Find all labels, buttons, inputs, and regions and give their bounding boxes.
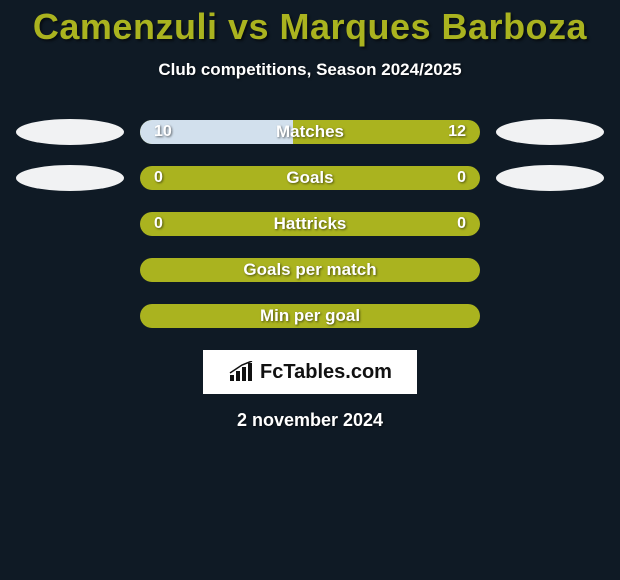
comparison-rows: 10 Matches 12 0 Goals 0 0 Hattricks 0: [0, 120, 620, 328]
oval-spacer: [496, 211, 604, 237]
right-value: 0: [442, 215, 466, 233]
stat-label: Hattricks: [140, 214, 480, 234]
stat-row: 10 Matches 12: [0, 120, 620, 144]
stat-bar: 0 Goals 0: [140, 166, 480, 190]
left-oval: [16, 119, 124, 145]
oval-spacer: [16, 303, 124, 329]
oval-spacer: [496, 303, 604, 329]
left-oval: [16, 165, 124, 191]
stat-row: Goals per match: [0, 258, 620, 282]
stat-row: Min per goal: [0, 304, 620, 328]
stat-bar: Goals per match: [140, 258, 480, 282]
page-title: Camenzuli vs Marques Barboza: [0, 0, 620, 48]
logo-text: FcTables.com: [260, 361, 392, 384]
page-subtitle: Club competitions, Season 2024/2025: [0, 60, 620, 80]
oval-spacer: [496, 257, 604, 283]
bar-chart-icon: [228, 361, 254, 383]
stat-label: Min per goal: [140, 306, 480, 326]
left-value: 0: [154, 169, 178, 187]
left-value: 10: [154, 123, 178, 141]
stat-bar: 10 Matches 12: [140, 120, 480, 144]
stat-bar: Min per goal: [140, 304, 480, 328]
stat-label: Goals: [140, 168, 480, 188]
logo-box: FcTables.com: [203, 350, 417, 394]
stat-row: 0 Hattricks 0: [0, 212, 620, 236]
left-value: 0: [154, 215, 178, 233]
stat-row: 0 Goals 0: [0, 166, 620, 190]
right-value: 12: [442, 123, 466, 141]
stat-bar: 0 Hattricks 0: [140, 212, 480, 236]
right-oval: [496, 165, 604, 191]
stat-label: Goals per match: [140, 260, 480, 280]
oval-spacer: [16, 257, 124, 283]
right-oval: [496, 119, 604, 145]
oval-spacer: [16, 211, 124, 237]
date-text: 2 november 2024: [0, 410, 620, 431]
right-value: 0: [442, 169, 466, 187]
